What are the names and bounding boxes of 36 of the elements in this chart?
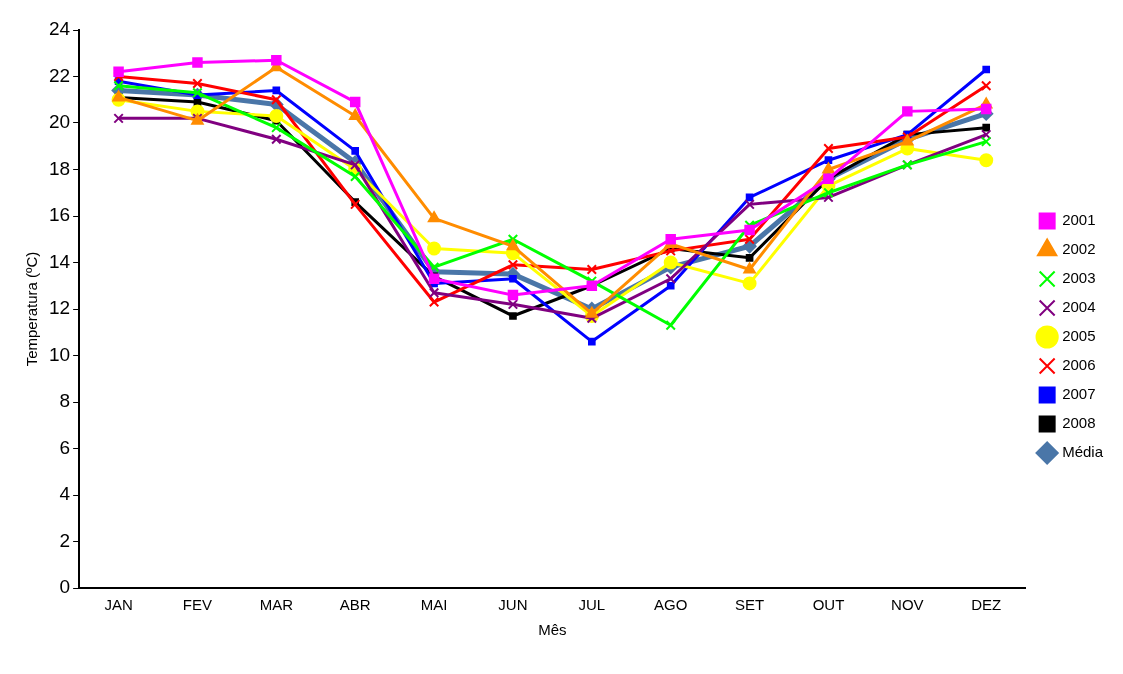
y-tick-label: 20 <box>48 111 71 133</box>
legend-label: Média <box>1062 443 1104 461</box>
legend-label: 2006 <box>1062 356 1096 374</box>
y-tick-label: 8 <box>59 390 71 412</box>
x-tick-label: MAI <box>420 596 448 614</box>
y-tick-label: 18 <box>48 157 71 179</box>
y-tick-label: 6 <box>59 436 71 458</box>
y-tick-label: 24 <box>48 18 71 40</box>
y-tick-label: 14 <box>48 250 71 272</box>
x-tick-label: DEZ <box>971 596 1002 614</box>
x-tick-label: FEV <box>182 596 213 614</box>
legend-label: 2001 <box>1062 211 1096 229</box>
legend-label: 2003 <box>1062 269 1096 287</box>
x-tick-label: OUT <box>812 596 845 614</box>
y-tick-label: 2 <box>59 529 71 551</box>
y-axis-title: Temperatura (ºC) <box>23 251 41 367</box>
x-tick-label: JUN <box>498 596 528 614</box>
legend-label: 2005 <box>1062 327 1096 345</box>
y-tick-label: 0 <box>59 576 71 598</box>
x-tick-label: AGO <box>654 596 688 614</box>
legend-label: 2008 <box>1062 414 1096 432</box>
x-tick-label: MAR <box>259 596 294 614</box>
x-tick-label: JAN <box>104 596 133 614</box>
x-tick-label: JUL <box>578 596 606 614</box>
x-tick-label: ABR <box>339 596 371 614</box>
legend-label: 2002 <box>1062 240 1096 258</box>
y-tick-label: 16 <box>48 204 71 226</box>
x-axis-title: Mês <box>538 621 567 639</box>
x-tick-label: SET <box>734 596 765 614</box>
y-tick-label: 12 <box>48 297 71 319</box>
y-tick-label: 4 <box>59 483 71 505</box>
legend-label: 2007 <box>1062 385 1096 403</box>
x-tick-label: NOV <box>891 596 924 614</box>
legend-label: 2004 <box>1062 298 1096 316</box>
y-tick-label: 10 <box>48 343 71 365</box>
y-tick-label: 22 <box>48 64 71 86</box>
